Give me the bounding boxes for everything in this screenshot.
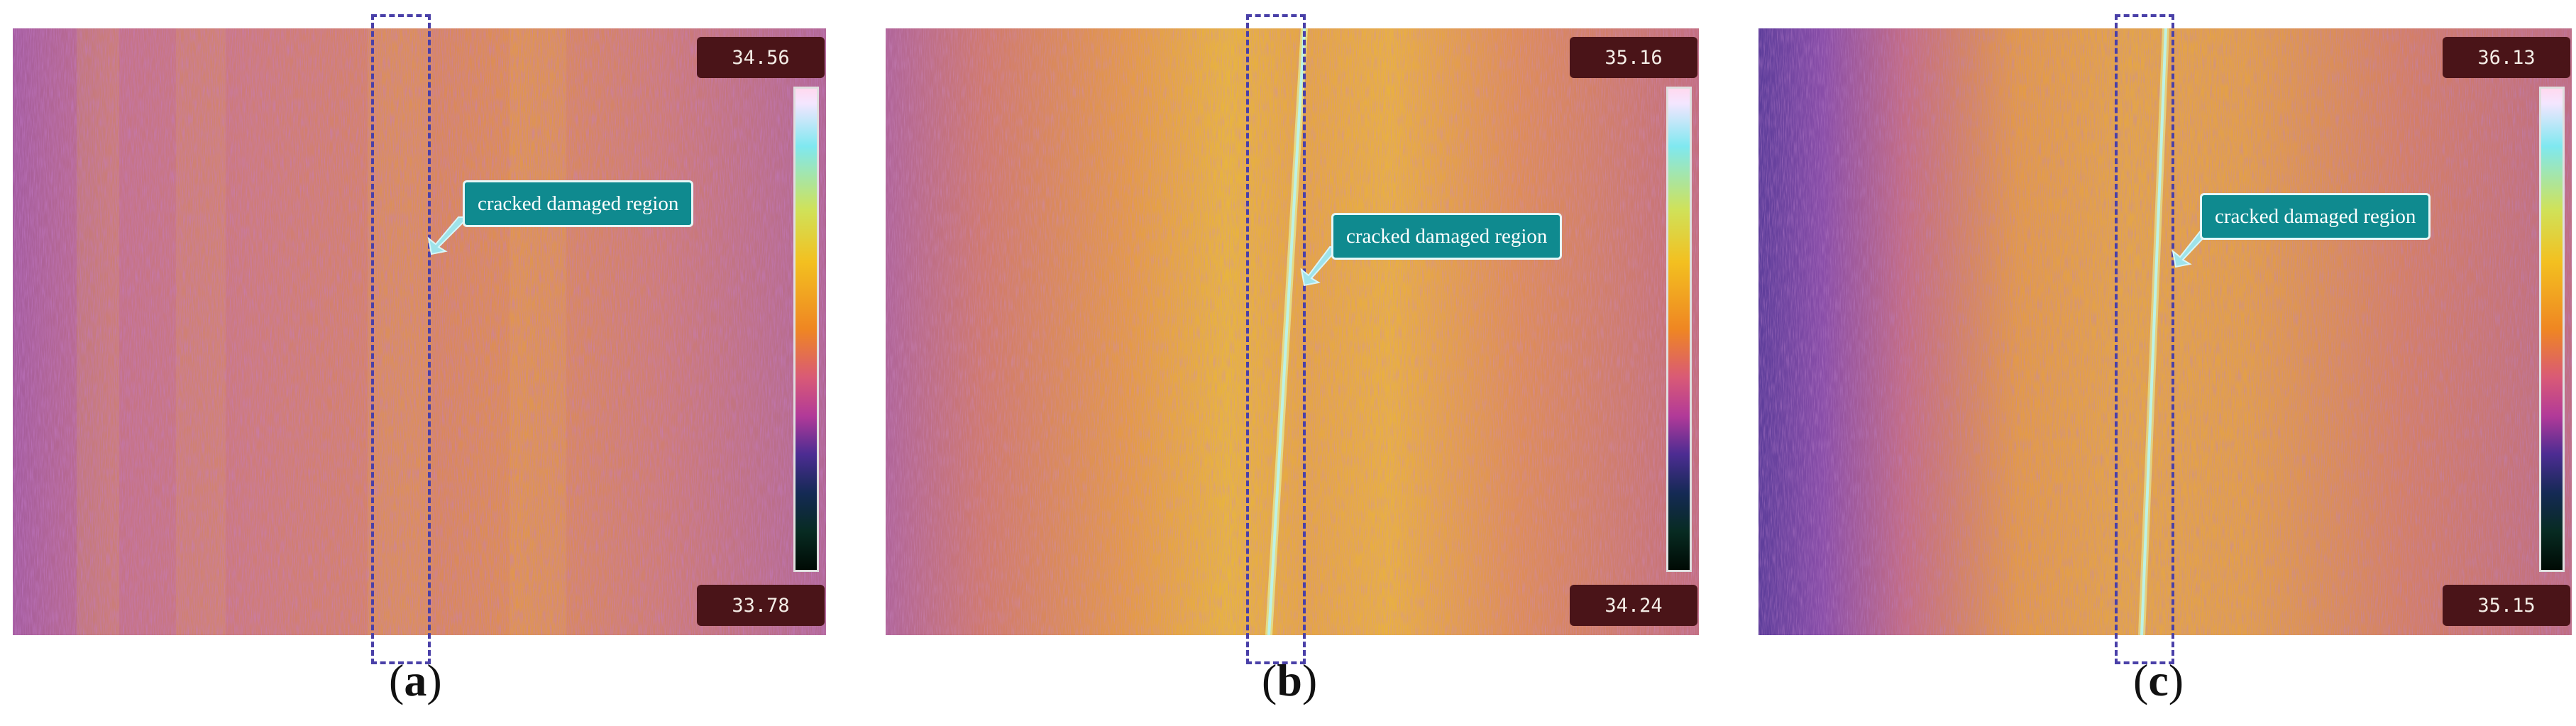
temperature-colorbar	[1666, 87, 1692, 572]
max-temperature-readout: 34.56	[697, 37, 825, 78]
thermal-image-b	[886, 28, 1699, 635]
panel-label-a: (a)	[389, 654, 442, 707]
temperature-colorbar	[793, 87, 819, 572]
thermal-image-c	[1758, 28, 2572, 635]
crack-highlight-box-a	[371, 14, 431, 664]
min-temperature-readout: 35.15	[2443, 585, 2570, 626]
label-letter: b	[1277, 655, 1302, 705]
annotation-callout-a: cracked damaged region	[463, 180, 694, 227]
panel-label-c: (c)	[2133, 654, 2184, 707]
label-paren-close: )	[426, 655, 442, 705]
crack-highlight-box-c	[2115, 14, 2174, 664]
min-temperature-readout: 33.78	[697, 585, 825, 626]
annotation-callout-c: cracked damaged region	[2200, 193, 2431, 240]
min-temperature-readout: 34.24	[1570, 585, 1697, 626]
thermal-panel-a: 34.56 33.78	[13, 28, 826, 635]
max-temperature-readout: 36.13	[2443, 37, 2570, 78]
panel-label-b: (b)	[1262, 654, 1317, 707]
label-paren-open: (	[2133, 655, 2149, 705]
label-letter: a	[404, 655, 427, 705]
label-letter: c	[2148, 655, 2169, 705]
thermal-image-a	[13, 28, 826, 635]
crack-highlight-box-b	[1246, 14, 1306, 664]
label-paren-open: (	[389, 655, 404, 705]
max-temperature-readout: 35.16	[1570, 37, 1697, 78]
label-paren-close: )	[1301, 655, 1318, 705]
label-paren-open: (	[1262, 655, 1277, 705]
label-paren-close: )	[2168, 655, 2184, 705]
annotation-callout-b: cracked damaged region	[1331, 213, 1563, 260]
temperature-colorbar	[2539, 87, 2565, 572]
thermal-panel-c: 36.13 35.15	[1758, 28, 2572, 635]
thermal-panel-b: 35.16 34.24	[886, 28, 1699, 635]
